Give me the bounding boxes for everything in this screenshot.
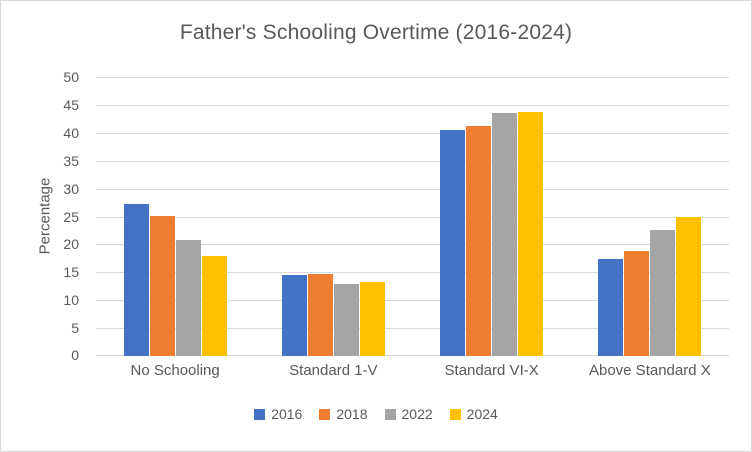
legend: 2016 2018 2022 2024 xyxy=(1,406,751,422)
bar-group xyxy=(571,77,729,356)
bar-2018 xyxy=(149,216,175,356)
y-tick-label: 30 xyxy=(63,181,79,197)
y-tick-label: 0 xyxy=(71,347,79,363)
bar-2022 xyxy=(650,230,676,356)
bar-2016 xyxy=(281,275,307,356)
y-tick-label: 15 xyxy=(63,264,79,280)
bar-2016 xyxy=(440,130,466,356)
gridline xyxy=(96,328,729,329)
gridline xyxy=(96,217,729,218)
legend-swatch xyxy=(384,408,396,420)
legend-item-2022: 2022 xyxy=(384,406,433,422)
y-tick-label: 25 xyxy=(63,209,79,225)
legend-label: 2024 xyxy=(466,406,498,422)
y-tick-label: 50 xyxy=(63,69,79,85)
gridline xyxy=(96,244,729,245)
y-tick-label: 10 xyxy=(63,292,79,308)
bar-2022 xyxy=(492,113,518,356)
legend-item-2016: 2016 xyxy=(254,406,302,422)
bar-group xyxy=(96,77,254,356)
bar-2016 xyxy=(598,259,624,356)
bar-2018 xyxy=(307,274,333,356)
gridline xyxy=(96,77,729,78)
bar-2024 xyxy=(359,282,385,356)
gridline xyxy=(96,133,729,134)
bar-group xyxy=(254,77,412,356)
legend-item-2018: 2018 xyxy=(319,406,368,422)
x-axis-label: No Schooling xyxy=(130,362,220,379)
x-axis-label: Standard 1-V xyxy=(289,362,378,379)
y-tick-label: 20 xyxy=(63,236,79,252)
bar-2024 xyxy=(518,112,544,356)
legend-label: 2018 xyxy=(336,406,368,422)
bar-2016 xyxy=(123,204,149,356)
y-tick-label: 40 xyxy=(63,125,79,141)
y-tick-label: 5 xyxy=(71,320,79,336)
bar-2024 xyxy=(676,217,702,356)
bar-2022 xyxy=(333,284,359,356)
legend-label: 2016 xyxy=(271,406,303,422)
x-axis-label: Above Standard X xyxy=(588,362,711,379)
gridline xyxy=(96,355,729,356)
legend-swatch xyxy=(319,408,331,420)
bar-2022 xyxy=(175,240,201,356)
legend-swatch xyxy=(254,408,266,420)
x-axis-label: Standard VI-X xyxy=(444,362,539,379)
legend-item-2024: 2024 xyxy=(449,406,498,422)
bar-2024 xyxy=(201,256,227,356)
legend-swatch xyxy=(449,408,461,420)
bar-2018 xyxy=(466,126,492,356)
bar-group xyxy=(413,77,571,356)
gridline xyxy=(96,161,729,162)
y-tick-label: 35 xyxy=(63,153,79,169)
y-axis-ticks: 0 5 10 15 20 25 30 35 40 45 50 xyxy=(1,69,79,363)
x-axis-labels: No Schooling Standard 1-V Standard VI-X Abo… xyxy=(96,362,729,379)
gridline xyxy=(96,105,729,106)
gridline xyxy=(96,272,729,273)
plot-area xyxy=(96,77,729,356)
gridline xyxy=(96,189,729,190)
bar-2018 xyxy=(624,251,650,356)
gridline xyxy=(96,300,729,301)
legend-label: 2022 xyxy=(401,406,433,422)
y-tick-label: 45 xyxy=(63,97,79,113)
bar-groups xyxy=(96,77,729,356)
chart-title: Father's Schooling Overtime (2016-2024) xyxy=(179,21,573,44)
